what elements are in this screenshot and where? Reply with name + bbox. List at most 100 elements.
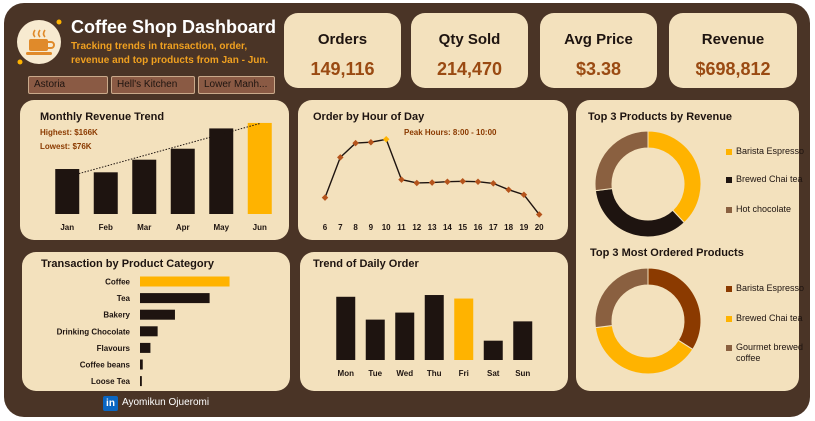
bar-mon (336, 296, 356, 360)
data-point (428, 179, 436, 186)
bar-wed (395, 312, 415, 360)
legend-swatch (726, 286, 732, 292)
tick-label: Wed (396, 369, 413, 378)
bar-feb (93, 172, 118, 214)
slicer-astoria[interactable]: Astoria (28, 76, 108, 94)
bar-flavours (140, 342, 151, 353)
dashboard-title: Coffee Shop Dashboard (71, 17, 277, 37)
tick-label: 18 (504, 223, 513, 232)
category-panel: Transaction by Product Category Coffee Te… (22, 252, 290, 391)
kpi-orders-title: Orders (317, 31, 368, 48)
legend-swatch (726, 345, 732, 351)
monthly-revenue-chart: Jan Feb Mar Apr May Jun (55, 122, 272, 232)
bar-sat (483, 340, 503, 360)
tick-label: 8 (353, 223, 358, 232)
bar-jan (55, 169, 80, 214)
author-name[interactable]: Ayomikun Ojueromi (122, 397, 210, 408)
legend-label: Hot chocolate (736, 204, 792, 214)
tick-label: Jun (253, 223, 267, 232)
hourly-orders-chart: 6 7 8 9 10 11 12 13 14 15 16 17 18 19 20 (321, 136, 544, 232)
monthly-lowest-annotation: Lowest: $76K (40, 142, 92, 151)
tick-label: 14 (443, 223, 452, 232)
top-revenue-title: Top 3 Products by Revenue (588, 111, 733, 123)
tick-label: Tue (368, 369, 382, 378)
series-line (324, 138, 540, 215)
tick-label: Coffee beans (80, 361, 131, 370)
legend-label: Barista Espresso (736, 283, 805, 293)
bar-tue (365, 319, 385, 360)
slice-gourmet-brewed-coffee (594, 267, 649, 329)
tick-label: 19 (519, 223, 528, 232)
top-ordered-title: Top 3 Most Ordered Products (590, 247, 744, 259)
slice-brewed-chai-tea (594, 324, 694, 375)
hourly-peak-annotation: Peak Hours: 8:00 - 10:00 (404, 128, 497, 137)
slice-brewed-chai-tea (594, 187, 685, 238)
slicer-hells-kitchen[interactable]: Hell's Kitchen (111, 76, 195, 94)
bar-coffee-beans (140, 359, 143, 370)
monthly-highest-annotation: Highest: $166K (40, 128, 98, 137)
kpi-orders-card: Orders 149,116 (284, 13, 401, 88)
slicer-lower-manhattan[interactable]: Lower Manh... (198, 76, 275, 94)
tick-label: Mon (338, 369, 355, 378)
bar-loose-tea (140, 376, 142, 387)
tick-label: Feb (99, 223, 113, 232)
slice-hot-chocolate (594, 130, 649, 192)
data-point (382, 136, 390, 143)
dashboard-subtitle-line2: revenue and top products from Jan - Jun. (71, 55, 269, 66)
tick-label: Fri (459, 369, 469, 378)
data-point (398, 176, 405, 183)
kpi-revenue-title: Revenue (701, 31, 765, 48)
tick-label: 20 (535, 223, 544, 232)
kpi-orders-value: 149,116 (310, 59, 375, 79)
coffee-cup-icon (17, 19, 62, 65)
data-point (459, 178, 466, 185)
top-revenue-donut (594, 130, 702, 238)
daily-orders-chart: Mon Tue Wed Thu Fri Sat Sun (336, 295, 533, 378)
kpi-qty-value: 214,470 (436, 59, 503, 79)
kpi-avg-price-card: Avg Price $3.38 (540, 13, 657, 88)
tick-label: Sun (515, 369, 530, 378)
bar-coffee (140, 276, 230, 287)
bar-apr (170, 148, 195, 214)
data-point (474, 178, 482, 185)
tick-label: 17 (489, 223, 498, 232)
tick-label: 9 (369, 223, 374, 232)
bar-drinking-chocolate (140, 326, 158, 337)
bar-mar (132, 159, 157, 214)
tick-label: Apr (176, 223, 190, 232)
data-point (505, 186, 512, 193)
tick-label: 12 (412, 223, 421, 232)
tick-label: 11 (397, 223, 406, 232)
data-point (321, 194, 329, 201)
kpi-revenue-value: $698,812 (695, 59, 771, 79)
tick-label: Flavours (97, 344, 131, 353)
trendline (67, 123, 260, 178)
linkedin-icon[interactable]: in (103, 396, 118, 411)
tick-label: Jan (60, 223, 74, 232)
daily-orders-title: Trend of Daily Order (313, 258, 419, 270)
tick-label: May (213, 223, 229, 232)
category-chart: Coffee Tea Bakery Drinking Chocolate Flavour… (57, 276, 230, 387)
bar-tea (140, 293, 210, 304)
tick-label: 13 (428, 223, 437, 232)
bar-may (209, 128, 234, 214)
monthly-revenue-title: Monthly Revenue Trend (40, 111, 165, 123)
tick-label: Tea (117, 294, 131, 303)
kpi-qty-card: Qty Sold 214,470 (411, 13, 528, 88)
top-ordered-donut (594, 267, 702, 375)
data-point (367, 138, 375, 146)
legend-swatch (726, 149, 732, 155)
kpi-avg-price-title: Avg Price (564, 31, 633, 48)
data-point (490, 180, 497, 187)
monthly-revenue-panel: Monthly Revenue Trend Highest: $166K Low… (20, 100, 289, 240)
tick-label: Mar (137, 223, 151, 232)
legend-label: Gourmet brewed coffee (736, 342, 804, 363)
tick-label: 16 (474, 223, 483, 232)
legend-label: Brewed Chai tea (736, 174, 803, 184)
slice-barista-espresso (647, 130, 702, 224)
dashboard-subtitle-line1: Tracking trends in transaction, order, (71, 41, 248, 52)
bar-bakery (140, 309, 175, 320)
category-title: Transaction by Product Category (41, 258, 214, 270)
tick-label: 6 (323, 223, 328, 232)
bar-jun (247, 122, 272, 214)
